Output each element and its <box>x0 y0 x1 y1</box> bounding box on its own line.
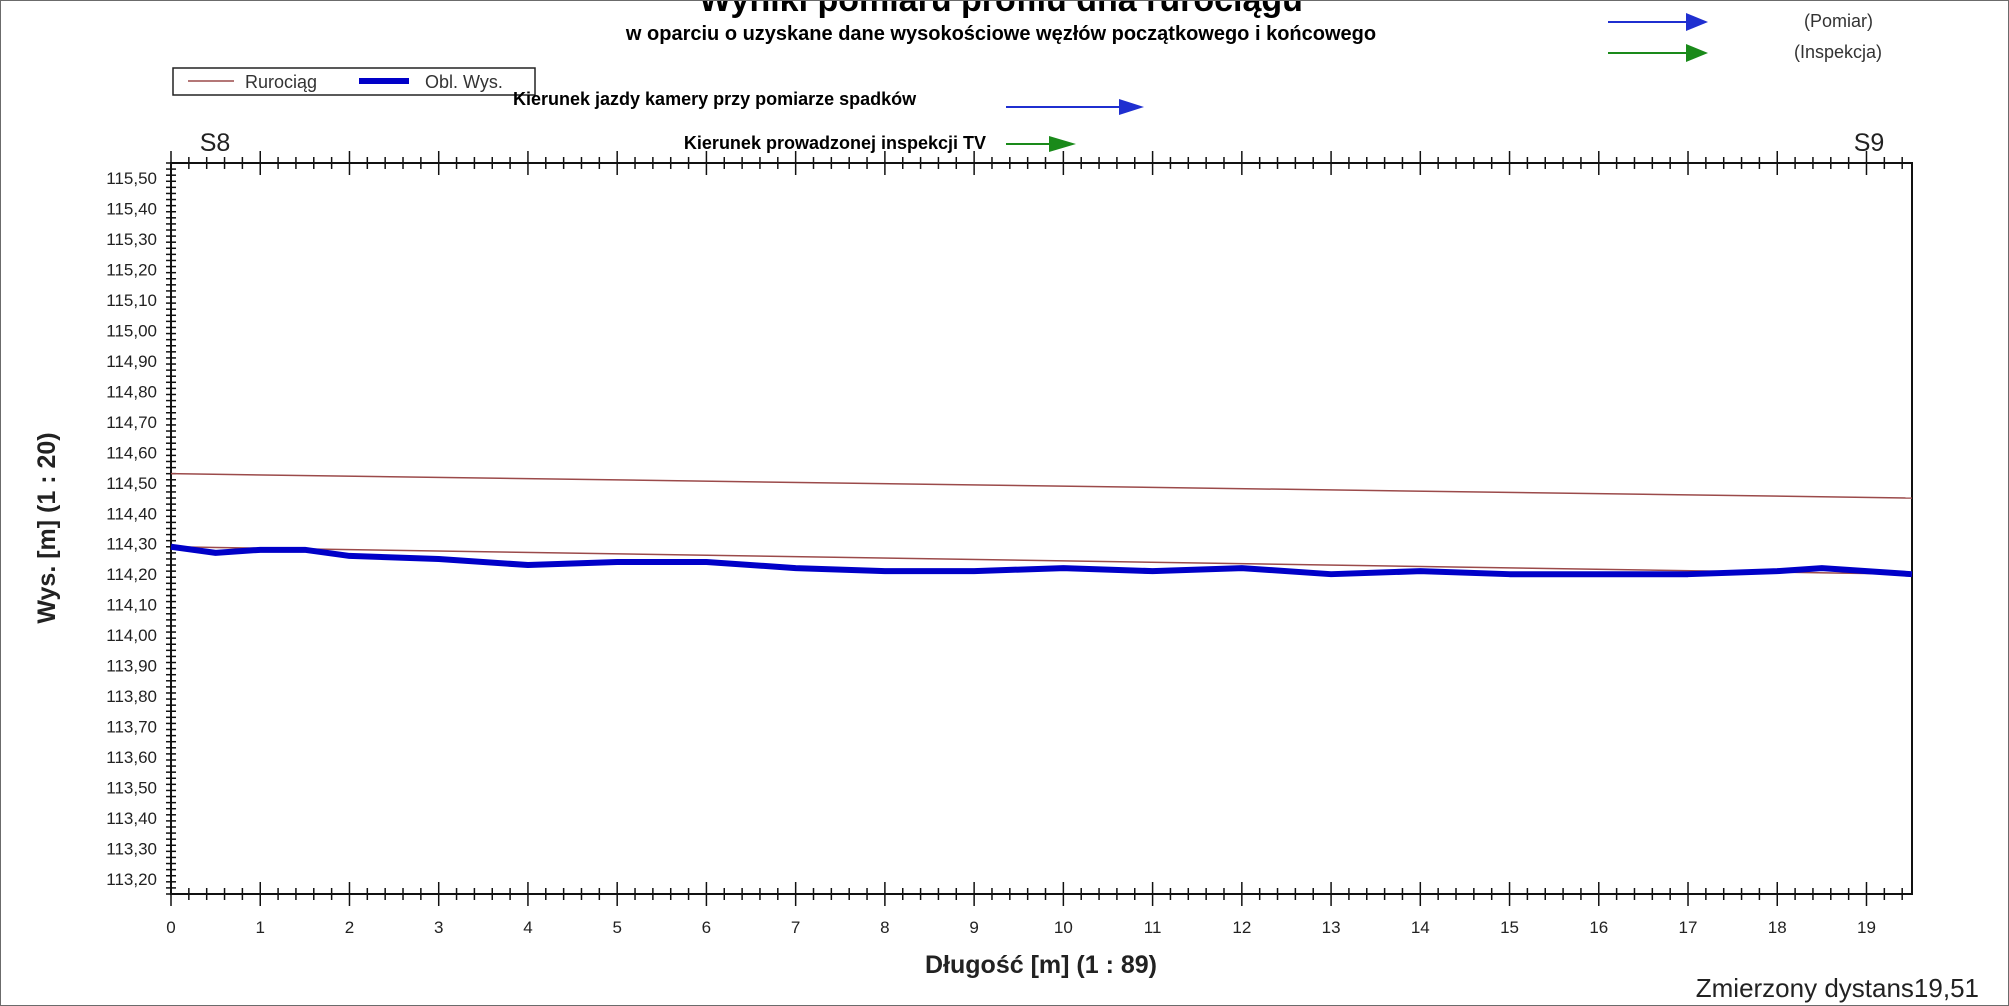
x-tick-label: 16 <box>1589 918 1608 937</box>
y-tick-label: 114,40 <box>106 504 157 523</box>
camera-direction-label: Kierunek jazdy kamery przy pomiarze spad… <box>513 89 917 109</box>
x-tick-label: 0 <box>166 918 175 937</box>
tv-direction-arrow-head <box>1049 136 1076 152</box>
x-tick-label: 2 <box>345 918 354 937</box>
chart-title: Wyniki pomiaru profilu dna rurociągu <box>699 1 1303 19</box>
y-tick-label: 113,60 <box>106 748 157 767</box>
end-node-label: S9 <box>1854 129 1885 157</box>
plot-area <box>170 162 1913 895</box>
x-tick-label: 13 <box>1322 918 1341 937</box>
y-tick-label: 114,80 <box>106 382 157 401</box>
inspection-arrow-label: (Inspekcja) <box>1794 42 1882 62</box>
tv-direction-label: Kierunek prowadzonej inspekcji TV <box>684 133 986 153</box>
inspection-arrow-head <box>1686 44 1708 62</box>
x-tick-label: 1 <box>256 918 265 937</box>
legend-label-pipeline: Rurociąg <box>245 72 317 92</box>
pipeline-top-line <box>170 472 1913 499</box>
x-tick-label: 7 <box>791 918 800 937</box>
calc-height-line <box>170 543 1913 578</box>
y-tick-label: 114,70 <box>106 413 157 432</box>
measured-distance: Zmierzony dystans19,51 <box>1696 973 1979 1003</box>
y-tick-label: 114,10 <box>106 596 157 615</box>
x-tick-label: 14 <box>1411 918 1430 937</box>
arrow-legend: (Pomiar) (Inspekcja) <box>1608 11 1882 62</box>
legend-label-calc-height: Obl. Wys. <box>425 72 503 92</box>
y-tick-label: 115,40 <box>106 200 157 219</box>
y-tick-label: 114,50 <box>106 474 157 493</box>
x-tick-label: 19 <box>1857 918 1876 937</box>
y-tick-label: 115,10 <box>106 291 157 310</box>
x-tick-labels: 0 1 2 3 4 5 6 7 8 9 10 11 12 13 14 15 16 17 18 19 <box>166 918 1876 937</box>
y-tick-label: 115,20 <box>106 261 157 280</box>
y-tick-label: 114,60 <box>106 443 157 462</box>
x-tick-label: 4 <box>523 918 532 937</box>
x-tick-label: 9 <box>969 918 978 937</box>
x-tick-label: 3 <box>434 918 443 937</box>
y-axis-title: Wys. [m] (1 : 20) <box>33 432 61 623</box>
y-tick-label: 114,20 <box>106 565 157 584</box>
y-tick-label: 113,90 <box>106 657 157 676</box>
y-tick-label: 113,80 <box>106 687 157 706</box>
x-axis-title: Długość [m] (1 : 89) <box>925 951 1157 979</box>
chart-subtitle: w oparciu o uzyskane dane wysokościowe w… <box>625 23 1376 45</box>
y-tick-label: 113,40 <box>106 809 157 828</box>
y-tick-label: 114,00 <box>106 626 157 645</box>
measurement-arrow-label: (Pomiar) <box>1804 11 1873 31</box>
y-tick-label: 114,30 <box>106 535 157 554</box>
series-layer <box>170 472 1913 578</box>
y-tick-label: 113,50 <box>106 778 157 797</box>
y-tick-label: 114,90 <box>106 352 157 371</box>
y-tick-label: 113,70 <box>106 717 157 736</box>
x-tick-label: 5 <box>612 918 621 937</box>
x-tick-label: 17 <box>1679 918 1698 937</box>
series-legend: Rurociąg Obl. Wys. <box>172 67 536 96</box>
x-tick-label: 15 <box>1500 918 1519 937</box>
measurement-arrow-head <box>1686 13 1708 31</box>
y-tick-label: 115,50 <box>106 169 157 188</box>
y-tick-labels: 113,20 113,30 113,40 113,50 113,60 113,70 113,… <box>106 169 157 889</box>
x-tick-label: 8 <box>880 918 889 937</box>
x-tick-label: 12 <box>1232 918 1251 937</box>
axis-ticks <box>166 151 1903 906</box>
start-node-label: S8 <box>200 129 231 157</box>
y-tick-label: 113,30 <box>106 839 157 858</box>
x-tick-label: 6 <box>702 918 711 937</box>
camera-direction-arrow-head <box>1119 99 1144 115</box>
direction-notes: Kierunek jazdy kamery przy pomiarze spad… <box>513 89 1144 153</box>
y-tick-label: 115,00 <box>106 322 157 341</box>
x-tick-label: 18 <box>1768 918 1787 937</box>
y-tick-label: 115,30 <box>106 230 157 249</box>
pipeline-bottom-line <box>170 546 1913 575</box>
y-tick-label: 113,20 <box>106 870 157 889</box>
x-tick-label: 11 <box>1144 918 1162 937</box>
x-tick-label: 10 <box>1054 918 1073 937</box>
